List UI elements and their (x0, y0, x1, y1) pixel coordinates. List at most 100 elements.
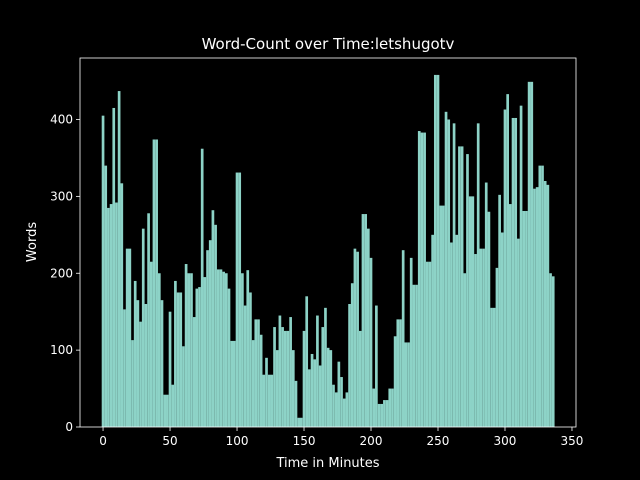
bar (308, 369, 311, 427)
bar (144, 304, 148, 427)
bar (131, 340, 134, 427)
bar (546, 184, 550, 427)
x-tick-label: 200 (360, 434, 383, 448)
bar (391, 388, 394, 427)
chart-title: Word-Count over Time:letshugotv (202, 35, 455, 53)
bar (506, 94, 510, 427)
bar (168, 311, 172, 427)
bar (115, 202, 118, 427)
bar (120, 183, 124, 427)
bar (407, 342, 410, 427)
bar (482, 248, 485, 427)
bar (538, 165, 542, 427)
x-tick-label: 150 (293, 434, 316, 448)
bar (551, 276, 555, 427)
bar (291, 350, 295, 427)
bar (350, 283, 354, 427)
bar (141, 228, 145, 427)
bar (433, 74, 437, 427)
bar (123, 309, 126, 427)
bar (318, 365, 322, 427)
bar (117, 91, 121, 428)
bar (224, 273, 228, 427)
bar (345, 392, 349, 427)
bar (420, 132, 424, 427)
bar (157, 273, 161, 427)
bar (369, 257, 373, 427)
bar (517, 238, 520, 427)
bar (206, 250, 209, 427)
bar (543, 181, 547, 427)
bar (270, 374, 274, 427)
bar (136, 300, 140, 427)
bar (171, 384, 175, 427)
y-tick-label: 100 (50, 343, 73, 357)
bar (393, 336, 397, 427)
bar (495, 267, 499, 427)
bar (195, 288, 199, 427)
bar (476, 123, 480, 427)
bar (337, 361, 341, 427)
bar (492, 307, 496, 427)
bar (214, 224, 217, 427)
bar (329, 350, 333, 427)
bar (163, 394, 167, 427)
y-axis-label: Words (25, 222, 40, 262)
y-tick-label: 300 (50, 189, 73, 203)
bar (211, 210, 215, 427)
bar (273, 327, 276, 427)
bar (267, 374, 271, 427)
bar (404, 342, 408, 427)
bar (289, 317, 292, 427)
bar (139, 321, 142, 427)
bar (176, 292, 180, 427)
bar (514, 117, 518, 428)
bar (149, 261, 153, 427)
bar (522, 210, 526, 427)
bar (377, 403, 381, 427)
y-tick-label: 400 (50, 113, 73, 127)
bar (415, 284, 418, 427)
bar (227, 288, 231, 427)
bar (498, 194, 501, 427)
bar (198, 287, 201, 427)
bar (466, 154, 469, 427)
bar (192, 317, 196, 427)
bar (364, 214, 367, 427)
bar (356, 251, 359, 427)
bar (423, 132, 426, 427)
bar (375, 305, 378, 427)
bar (222, 271, 225, 427)
bar (519, 105, 523, 427)
bar (294, 380, 298, 427)
bar (549, 273, 552, 427)
bar (487, 211, 491, 427)
bar (332, 384, 335, 427)
bar (439, 205, 443, 427)
bar (128, 248, 132, 427)
bar (249, 292, 252, 427)
bar (238, 172, 242, 427)
bar (442, 205, 445, 427)
bar (174, 280, 177, 427)
bar (361, 214, 365, 427)
bar (431, 234, 434, 427)
bar (340, 377, 343, 427)
bar (380, 403, 384, 427)
bar (458, 146, 461, 427)
bar (251, 340, 255, 427)
bar (525, 210, 528, 427)
bar (503, 109, 507, 427)
bar (372, 388, 376, 427)
bar (155, 139, 158, 428)
bar (278, 315, 282, 427)
bar (133, 280, 137, 427)
bar (399, 319, 402, 427)
bar (246, 270, 250, 427)
bar (324, 307, 327, 427)
bar (109, 204, 113, 427)
x-tick-label: 100 (226, 434, 249, 448)
bar (147, 213, 150, 427)
y-tick-label: 0 (65, 420, 73, 434)
